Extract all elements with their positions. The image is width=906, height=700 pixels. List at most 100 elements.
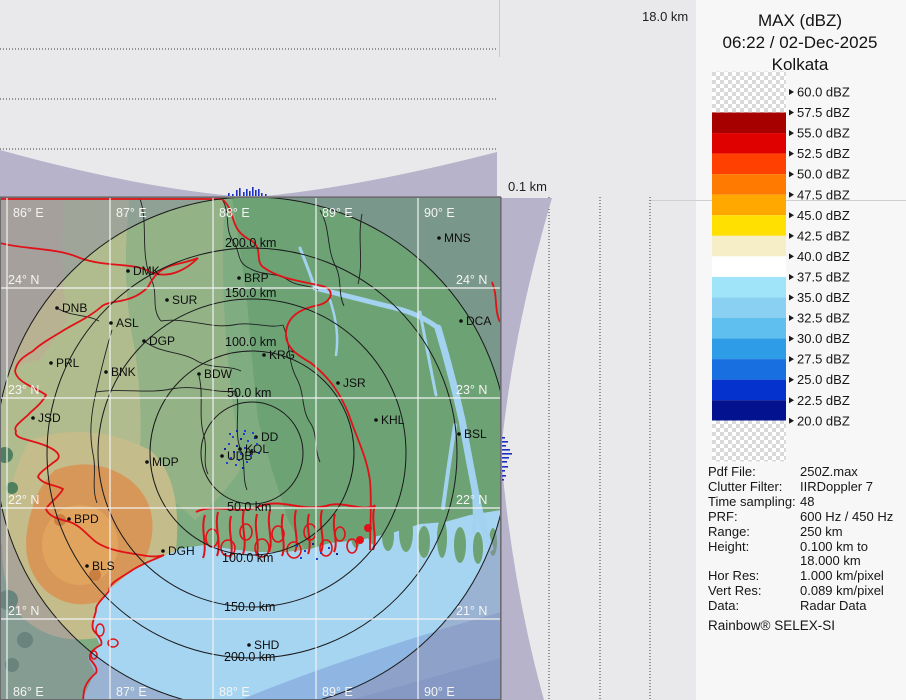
echo-tick: [252, 187, 254, 196]
range-ring-label: 150.0 km: [224, 600, 275, 614]
metadata-row: Height: 0.100 km to: [708, 539, 868, 554]
legend-tick-arrow-icon: [789, 356, 794, 363]
echo-tick: [239, 188, 241, 196]
echo-pixel: [240, 453, 242, 455]
echo-pixel: [256, 443, 258, 445]
legend-color-band: [712, 318, 786, 339]
metadata-row: 18.000 km: [800, 553, 861, 568]
metadata-value: 250 km: [800, 524, 843, 539]
range-ring: [46, 247, 458, 659]
echo-tick: [502, 449, 510, 451]
legend-color-band: [712, 338, 786, 360]
city-marker: SHD: [247, 638, 280, 652]
city-marker: BLS: [85, 559, 115, 573]
city-label: KRG: [269, 348, 295, 362]
echo-tick: [228, 193, 230, 196]
legend-tick-label: 37.5 dBZ: [797, 269, 850, 284]
legend-color-band: [712, 215, 786, 236]
legend-tick-label: 27.5 dBZ: [797, 352, 850, 367]
echo-pixel: [258, 452, 260, 454]
metadata-value: 250Z.max: [800, 464, 858, 479]
range-rings: [0, 197, 501, 700]
legend-color-band: [712, 256, 786, 277]
metadata-row: Pdf File: 250Z.max: [708, 464, 858, 479]
city-label: DMK: [133, 264, 160, 278]
echo-pixel: [229, 433, 231, 435]
legend-tick-arrow-icon: [789, 191, 794, 198]
range-ring: [97, 298, 407, 608]
legend-tick-arrow-icon: [789, 294, 794, 301]
latitude-label: 24° N: [456, 273, 487, 287]
max-height-label: 18.0 km: [642, 9, 688, 24]
legend-tick-arrow-icon: [789, 130, 794, 137]
latitude-label: 23° N: [8, 383, 39, 397]
metadata-row: Hor Res: 1.000 km/pixel: [708, 568, 884, 583]
legend-tick-arrow-icon: [789, 253, 794, 260]
echo-tick: [502, 457, 509, 459]
out-of-range-wedge: [0, 150, 233, 196]
echo-pixel: [242, 467, 244, 469]
echo-tick: [502, 441, 508, 443]
city-label: SUR: [172, 293, 198, 307]
metadata-row: Time sampling: 48: [708, 494, 814, 509]
out-of-range-wedge: [266, 152, 497, 196]
echo-pixel: [228, 443, 230, 445]
echo-pixel: [252, 432, 254, 434]
legend-tick-arrow-icon: [789, 171, 794, 178]
city-marker: KHL: [374, 413, 405, 427]
echo-tick: [261, 193, 263, 196]
city-marker: JSD: [31, 411, 61, 425]
right-height-profile-panel: [501, 197, 651, 700]
metadata-label: Time sampling:: [708, 494, 796, 509]
echo-tick: [502, 445, 506, 447]
echo-pixel: [226, 462, 228, 464]
city-label: PRL: [56, 356, 80, 370]
metadata-label: Height:: [708, 539, 749, 554]
range-ring: [200, 401, 304, 505]
echo-pixel: [236, 430, 238, 432]
metadata-label: Data:: [708, 598, 739, 613]
longitude-label: 90° E: [424, 685, 455, 699]
city-marker: PRL: [49, 356, 80, 370]
echo-tick: [243, 192, 245, 196]
legend-tick-arrow-icon: [789, 335, 794, 342]
metadata-label: Clutter Filter:: [708, 479, 782, 494]
city-marker: DGH: [161, 544, 195, 558]
legend-tick-label: 52.5 dBZ: [797, 146, 850, 161]
city-label: BRP: [244, 271, 269, 285]
legend: MAX (dBZ) 06:22 / 02-Dec-2025 Kolkata 60…: [712, 11, 878, 462]
echo-pixel: [320, 552, 322, 554]
city-label: JSR: [343, 376, 366, 390]
map-canvas[interactable]: 86° E 86° E 87° E 87° E 88° E 88° E 89° E 89° E…: [0, 197, 508, 700]
echo-pixel: [224, 448, 226, 450]
city-marker: KRG: [262, 348, 295, 362]
legend-tick-arrow-icon: [789, 212, 794, 219]
city-marker: MNS: [437, 231, 471, 245]
legend-station: Kolkata: [772, 55, 829, 74]
echo-tick: [255, 190, 257, 196]
legend-tick-label: 60.0 dBZ: [797, 85, 850, 100]
city-label: DD: [261, 430, 279, 444]
echo-pixel: [244, 430, 246, 432]
legend-color-band: [712, 359, 786, 380]
metadata-row: Data: Radar Data: [708, 598, 867, 613]
longitude-label: 86° E: [13, 206, 44, 220]
echo-pixel: [328, 547, 330, 549]
latlon-grid: [0, 197, 501, 700]
legend-tick-label: 57.5 dBZ: [797, 105, 850, 120]
city-label: DNB: [62, 301, 87, 315]
legend-title: MAX (dBZ): [758, 11, 842, 30]
legend-tick-arrow-icon: [789, 376, 794, 383]
longitude-label: 89° E: [322, 685, 353, 699]
legend-tick-arrow-icon: [789, 109, 794, 116]
metadata-value: 18.000 km: [800, 553, 861, 568]
city-label: BPD: [74, 512, 99, 526]
legend-tick-label: 25.0 dBZ: [797, 372, 850, 387]
city-marker: DNB: [55, 301, 87, 315]
echo-pixel: [243, 433, 245, 435]
echo-pixel: [238, 459, 240, 461]
echo-tick: [502, 479, 504, 481]
latitude-label: 23° N: [456, 383, 487, 397]
